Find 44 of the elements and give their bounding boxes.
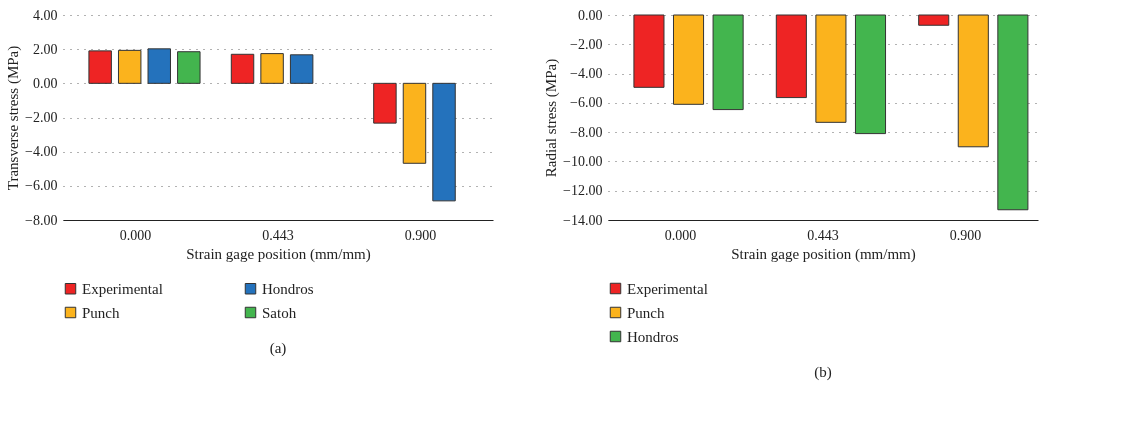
legend-label: Punch — [82, 304, 120, 321]
y-tick-label: −6.00 — [25, 178, 58, 194]
legend-label: Hondros — [262, 280, 314, 297]
x-tick-label: 0.900 — [949, 227, 982, 243]
y-tick-label: −12.00 — [563, 183, 603, 199]
legend-label: Punch — [627, 304, 665, 321]
y-tick-label: −4.00 — [570, 66, 603, 82]
y-axis-title: Radial stress (MPa) — [543, 58, 561, 178]
y-tick-label: −2.00 — [570, 36, 603, 52]
bar — [402, 82, 427, 164]
x-tick-label: 0.000 — [119, 227, 152, 243]
legend-label: Satoh — [262, 304, 297, 321]
x-tick-label: 0.443 — [807, 227, 839, 243]
bar — [260, 53, 284, 84]
y-tick-label: −10.00 — [563, 153, 603, 169]
y-tick-label: 0.00 — [578, 7, 603, 23]
y-tick-label: 4.00 — [33, 7, 58, 23]
text: (a) — [269, 340, 287, 357]
bar — [177, 51, 201, 84]
text: (b) — [814, 364, 832, 381]
y-axis-title: Transverse stress (MPa) — [5, 45, 23, 191]
x-tick-label: 0.443 — [262, 227, 294, 243]
x-tick-label: 0.000 — [664, 227, 697, 243]
y-tick-label: 0.00 — [33, 75, 58, 91]
y-tick-label: −2.00 — [25, 110, 58, 125]
bar — [117, 49, 142, 84]
bar — [147, 48, 171, 84]
bar — [432, 82, 456, 202]
bar — [373, 82, 397, 124]
x-tick-label: 0.900 — [404, 227, 437, 243]
x-axis-title: Strain gage position (mm/mm) — [731, 245, 916, 263]
y-tick-label: 2.00 — [33, 41, 58, 57]
legend-label: Experimental — [627, 280, 708, 297]
y-tick-label: −14.00 — [563, 212, 603, 228]
bar — [88, 50, 112, 84]
bar — [289, 54, 314, 84]
y-tick-label: −4.00 — [25, 144, 58, 160]
legend-label: Hondros — [627, 328, 679, 345]
bar — [230, 53, 255, 84]
legend-label: Experimental — [82, 280, 163, 297]
y-tick-label: −6.00 — [570, 95, 603, 111]
x-axis-title: Strain gage position (mm/mm) — [186, 245, 371, 263]
y-tick-label: −8.00 — [25, 212, 58, 228]
y-tick-label: −8.00 — [570, 124, 603, 140]
